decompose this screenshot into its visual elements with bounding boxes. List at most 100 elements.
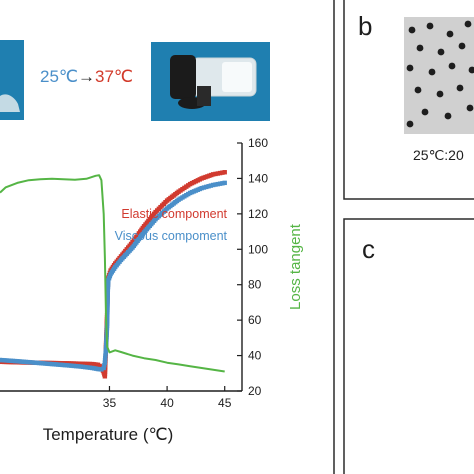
loss-tangent-line <box>0 174 225 373</box>
panel-c-frame <box>343 218 474 474</box>
data-marker <box>215 181 220 187</box>
data-marker <box>102 360 108 365</box>
data-marker <box>71 363 76 369</box>
data-marker <box>220 181 225 186</box>
x-tick-label: 35 <box>103 396 117 410</box>
y2-tick-label: 20 <box>248 384 262 398</box>
data-marker <box>222 170 227 175</box>
legend-entry: Viscous compoment <box>115 229 228 243</box>
tem-particle <box>436 90 444 98</box>
data-marker <box>85 365 90 370</box>
panel-b-letter: b <box>358 11 372 41</box>
data-marker <box>105 303 110 308</box>
data-marker <box>222 180 227 186</box>
data-marker <box>217 170 223 176</box>
data-marker <box>105 291 110 297</box>
data-marker <box>99 367 104 372</box>
data-marker <box>105 294 110 299</box>
tem-particle <box>406 64 414 72</box>
data-marker <box>210 182 216 188</box>
data-marker <box>71 361 76 366</box>
y2-axis-title: Loss tangent <box>287 223 304 310</box>
vial-photo-left <box>0 40 24 120</box>
vial-photo-right <box>151 42 270 121</box>
temp-arrow-label: → <box>78 67 95 86</box>
data-marker <box>199 185 204 191</box>
data-marker <box>103 353 108 358</box>
data-marker <box>80 361 86 366</box>
data-marker <box>206 184 211 189</box>
temp-from-label: 25℃ <box>40 67 78 86</box>
data-marker <box>103 346 109 351</box>
data-marker <box>105 319 110 324</box>
tem-particle <box>414 86 422 94</box>
data-marker <box>69 363 74 368</box>
data-marker <box>85 361 90 367</box>
data-marker <box>103 348 109 354</box>
tem-particle <box>408 26 416 34</box>
tem-particle <box>416 44 424 52</box>
tem-particle <box>444 112 452 120</box>
legend-entry: Elastic compoment <box>121 207 227 221</box>
tem-particle <box>428 68 436 76</box>
data-marker <box>105 289 110 294</box>
data-marker <box>105 284 111 290</box>
data-marker <box>103 355 108 361</box>
data-marker <box>101 365 106 371</box>
temperature-transition: 25℃→37℃ <box>40 67 133 86</box>
data-marker <box>204 184 209 190</box>
panel-b-frame <box>343 0 474 200</box>
data-marker <box>105 296 110 301</box>
data-marker <box>69 361 74 366</box>
rheology-chart: 35 40 45 20 40 60 80 100 120 140 160 Temperature (℃… <box>0 136 304 444</box>
tem-particle <box>426 22 434 30</box>
data-marker <box>103 351 108 356</box>
data-marker <box>80 364 86 370</box>
data-marker <box>105 287 111 292</box>
temp-to-label: 37℃ <box>95 67 133 86</box>
tem-particle <box>468 66 474 74</box>
y2-tick-label: 120 <box>248 207 268 221</box>
data-marker <box>201 185 207 190</box>
tem-particle <box>421 108 429 116</box>
x-tick-label: 45 <box>218 396 232 410</box>
data-marker <box>83 361 88 367</box>
data-marker <box>66 363 72 368</box>
data-marker <box>76 364 81 369</box>
data-marker <box>220 170 225 175</box>
y2-tick-label: 160 <box>248 136 268 150</box>
data-marker <box>105 305 110 310</box>
data-marker <box>106 280 111 285</box>
data-marker <box>105 316 110 322</box>
data-marker <box>217 181 223 186</box>
data-marker <box>103 344 109 349</box>
tem-particle <box>406 120 414 128</box>
tem-particle <box>446 30 454 38</box>
y2-tick-label: 100 <box>248 242 268 256</box>
data-marker <box>208 183 214 188</box>
y2-tick-label: 60 <box>248 313 262 327</box>
y2-tick-label: 40 <box>248 349 262 363</box>
tem-particle <box>437 48 445 56</box>
series-3 <box>0 174 225 373</box>
tem-micrograph <box>404 17 474 134</box>
tem-particle <box>448 62 456 70</box>
x-tick-label: 40 <box>160 396 174 410</box>
data-marker <box>83 364 88 370</box>
y2-tick-label: 80 <box>248 278 262 292</box>
data-marker <box>78 361 83 366</box>
data-marker <box>102 369 108 375</box>
data-marker <box>105 300 110 306</box>
x-axis-title: Temperature (℃) <box>43 425 174 444</box>
data-marker <box>87 365 93 370</box>
series-2 <box>0 180 227 372</box>
data-marker <box>76 361 81 366</box>
data-marker <box>105 282 111 288</box>
tem-particle <box>466 104 474 112</box>
panel-c-letter: c <box>362 234 375 264</box>
tem-particle <box>456 84 464 92</box>
data-marker <box>102 363 107 368</box>
data-marker <box>105 310 110 315</box>
